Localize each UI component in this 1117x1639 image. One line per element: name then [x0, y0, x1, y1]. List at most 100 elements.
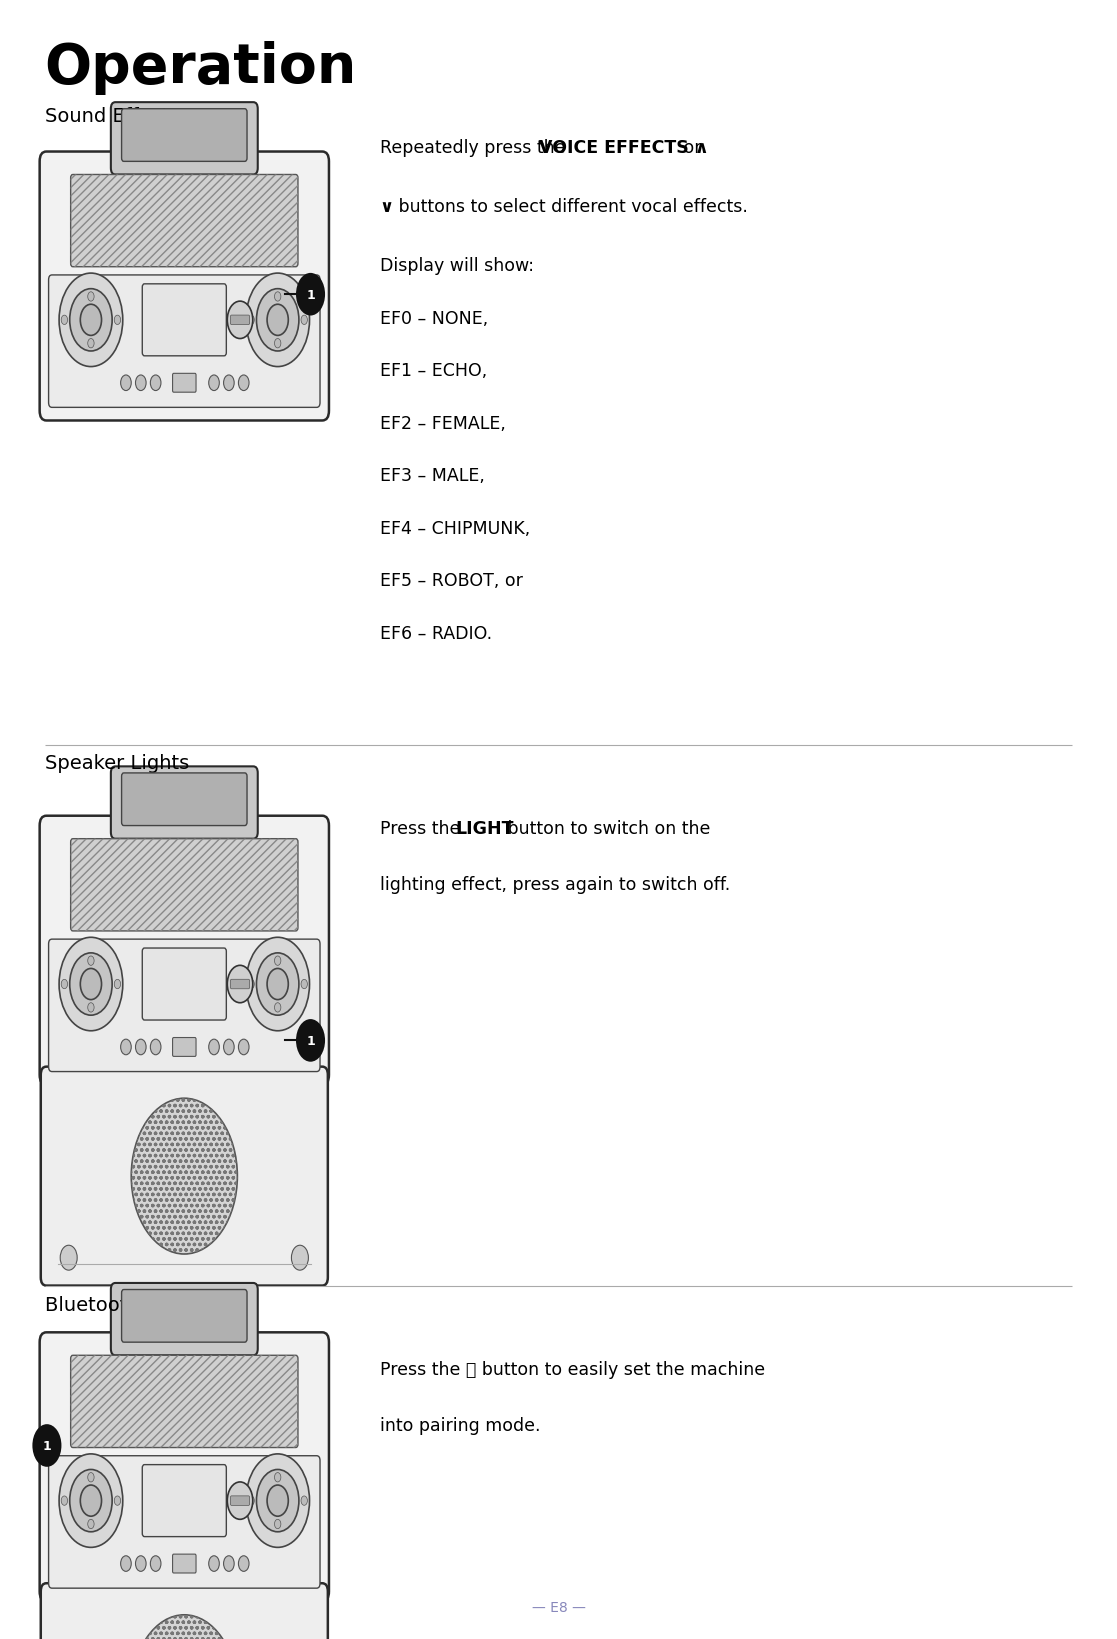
FancyBboxPatch shape: [122, 110, 247, 162]
Circle shape: [246, 938, 309, 1031]
FancyBboxPatch shape: [142, 285, 227, 357]
Circle shape: [114, 316, 121, 325]
Text: LIGHT: LIGHT: [456, 820, 514, 838]
Text: Sound Effect: Sound Effect: [45, 107, 169, 126]
Circle shape: [275, 1519, 280, 1529]
Circle shape: [88, 1519, 94, 1529]
Circle shape: [59, 274, 123, 367]
Circle shape: [267, 1485, 288, 1516]
FancyBboxPatch shape: [230, 316, 249, 326]
Text: Press the: Press the: [380, 820, 466, 838]
Circle shape: [209, 1555, 219, 1572]
FancyBboxPatch shape: [172, 1554, 197, 1573]
Circle shape: [296, 1019, 325, 1062]
Circle shape: [32, 1424, 61, 1467]
Circle shape: [275, 293, 280, 302]
FancyBboxPatch shape: [111, 1283, 258, 1355]
Text: 1: 1: [306, 288, 315, 302]
Circle shape: [59, 1454, 123, 1547]
Circle shape: [246, 1454, 309, 1547]
Text: EF1 – ECHO,: EF1 – ECHO,: [380, 362, 487, 380]
Text: into pairing mode.: into pairing mode.: [380, 1416, 541, 1434]
Text: Operation: Operation: [45, 41, 357, 95]
FancyBboxPatch shape: [172, 1037, 197, 1057]
Circle shape: [132, 1098, 238, 1254]
Circle shape: [267, 305, 288, 336]
Circle shape: [80, 305, 102, 336]
FancyBboxPatch shape: [40, 816, 330, 1085]
Circle shape: [80, 1485, 102, 1516]
Circle shape: [223, 1039, 235, 1056]
Text: EF2 – FEMALE,: EF2 – FEMALE,: [380, 415, 506, 433]
Text: or: or: [678, 139, 701, 157]
Circle shape: [88, 1473, 94, 1482]
Text: buttons to select different vocal effects.: buttons to select different vocal effect…: [393, 198, 748, 216]
Circle shape: [257, 290, 299, 352]
Circle shape: [80, 969, 102, 1000]
Circle shape: [223, 1555, 235, 1572]
Text: EF6 – RADIO.: EF6 – RADIO.: [380, 624, 491, 642]
FancyBboxPatch shape: [49, 1455, 319, 1588]
FancyBboxPatch shape: [40, 1333, 330, 1601]
FancyBboxPatch shape: [122, 774, 247, 826]
Text: EF5 – ROBOT, or: EF5 – ROBOT, or: [380, 572, 523, 590]
Circle shape: [296, 274, 325, 316]
Text: Bluetooth Mode: Bluetooth Mode: [45, 1295, 199, 1314]
Text: 1: 1: [306, 1034, 315, 1047]
Text: EF3 – MALE,: EF3 – MALE,: [380, 467, 485, 485]
Circle shape: [60, 1246, 77, 1270]
Circle shape: [248, 1496, 255, 1505]
Circle shape: [151, 1555, 161, 1572]
Circle shape: [209, 375, 219, 392]
Circle shape: [121, 375, 132, 392]
FancyBboxPatch shape: [49, 275, 319, 408]
Text: Speaker Lights: Speaker Lights: [45, 754, 189, 774]
Circle shape: [302, 316, 307, 325]
Circle shape: [135, 1039, 146, 1056]
Circle shape: [292, 1246, 308, 1270]
Circle shape: [238, 1555, 249, 1572]
Circle shape: [59, 938, 123, 1031]
Circle shape: [248, 316, 255, 325]
FancyBboxPatch shape: [41, 1583, 328, 1639]
Circle shape: [121, 1555, 132, 1572]
Text: VOICE EFFECTS ∧: VOICE EFFECTS ∧: [540, 139, 709, 157]
Text: lighting effect, press again to switch off.: lighting effect, press again to switch o…: [380, 875, 731, 893]
Circle shape: [257, 954, 299, 1016]
Circle shape: [88, 339, 94, 349]
Text: ∨: ∨: [380, 198, 394, 216]
Circle shape: [275, 957, 280, 965]
Circle shape: [88, 293, 94, 302]
Circle shape: [302, 980, 307, 988]
Circle shape: [227, 302, 252, 339]
Text: 1: 1: [42, 1439, 51, 1452]
FancyBboxPatch shape: [40, 152, 330, 421]
Circle shape: [227, 965, 252, 1003]
Circle shape: [132, 1614, 238, 1639]
FancyBboxPatch shape: [142, 1465, 227, 1537]
Circle shape: [275, 1003, 280, 1013]
FancyBboxPatch shape: [230, 980, 249, 990]
Circle shape: [257, 1470, 299, 1532]
Circle shape: [238, 1039, 249, 1056]
FancyBboxPatch shape: [41, 1067, 328, 1285]
Text: EF4 – CHIPMUNK,: EF4 – CHIPMUNK,: [380, 520, 531, 538]
Circle shape: [69, 1470, 112, 1532]
Circle shape: [223, 375, 235, 392]
Circle shape: [227, 1482, 252, 1519]
Circle shape: [238, 375, 249, 392]
Text: Press the Ⓑ button to easily set the machine: Press the Ⓑ button to easily set the mac…: [380, 1360, 765, 1378]
FancyBboxPatch shape: [122, 1290, 247, 1342]
Text: EF0 – NONE,: EF0 – NONE,: [380, 310, 488, 328]
Circle shape: [302, 1496, 307, 1505]
Text: — E8 —: — E8 —: [532, 1600, 585, 1614]
FancyBboxPatch shape: [142, 949, 227, 1021]
FancyBboxPatch shape: [70, 1355, 298, 1447]
Circle shape: [135, 1555, 146, 1572]
FancyBboxPatch shape: [111, 767, 258, 839]
Circle shape: [88, 1003, 94, 1013]
Circle shape: [209, 1039, 219, 1056]
Circle shape: [246, 274, 309, 367]
FancyBboxPatch shape: [172, 374, 197, 393]
Circle shape: [69, 290, 112, 352]
